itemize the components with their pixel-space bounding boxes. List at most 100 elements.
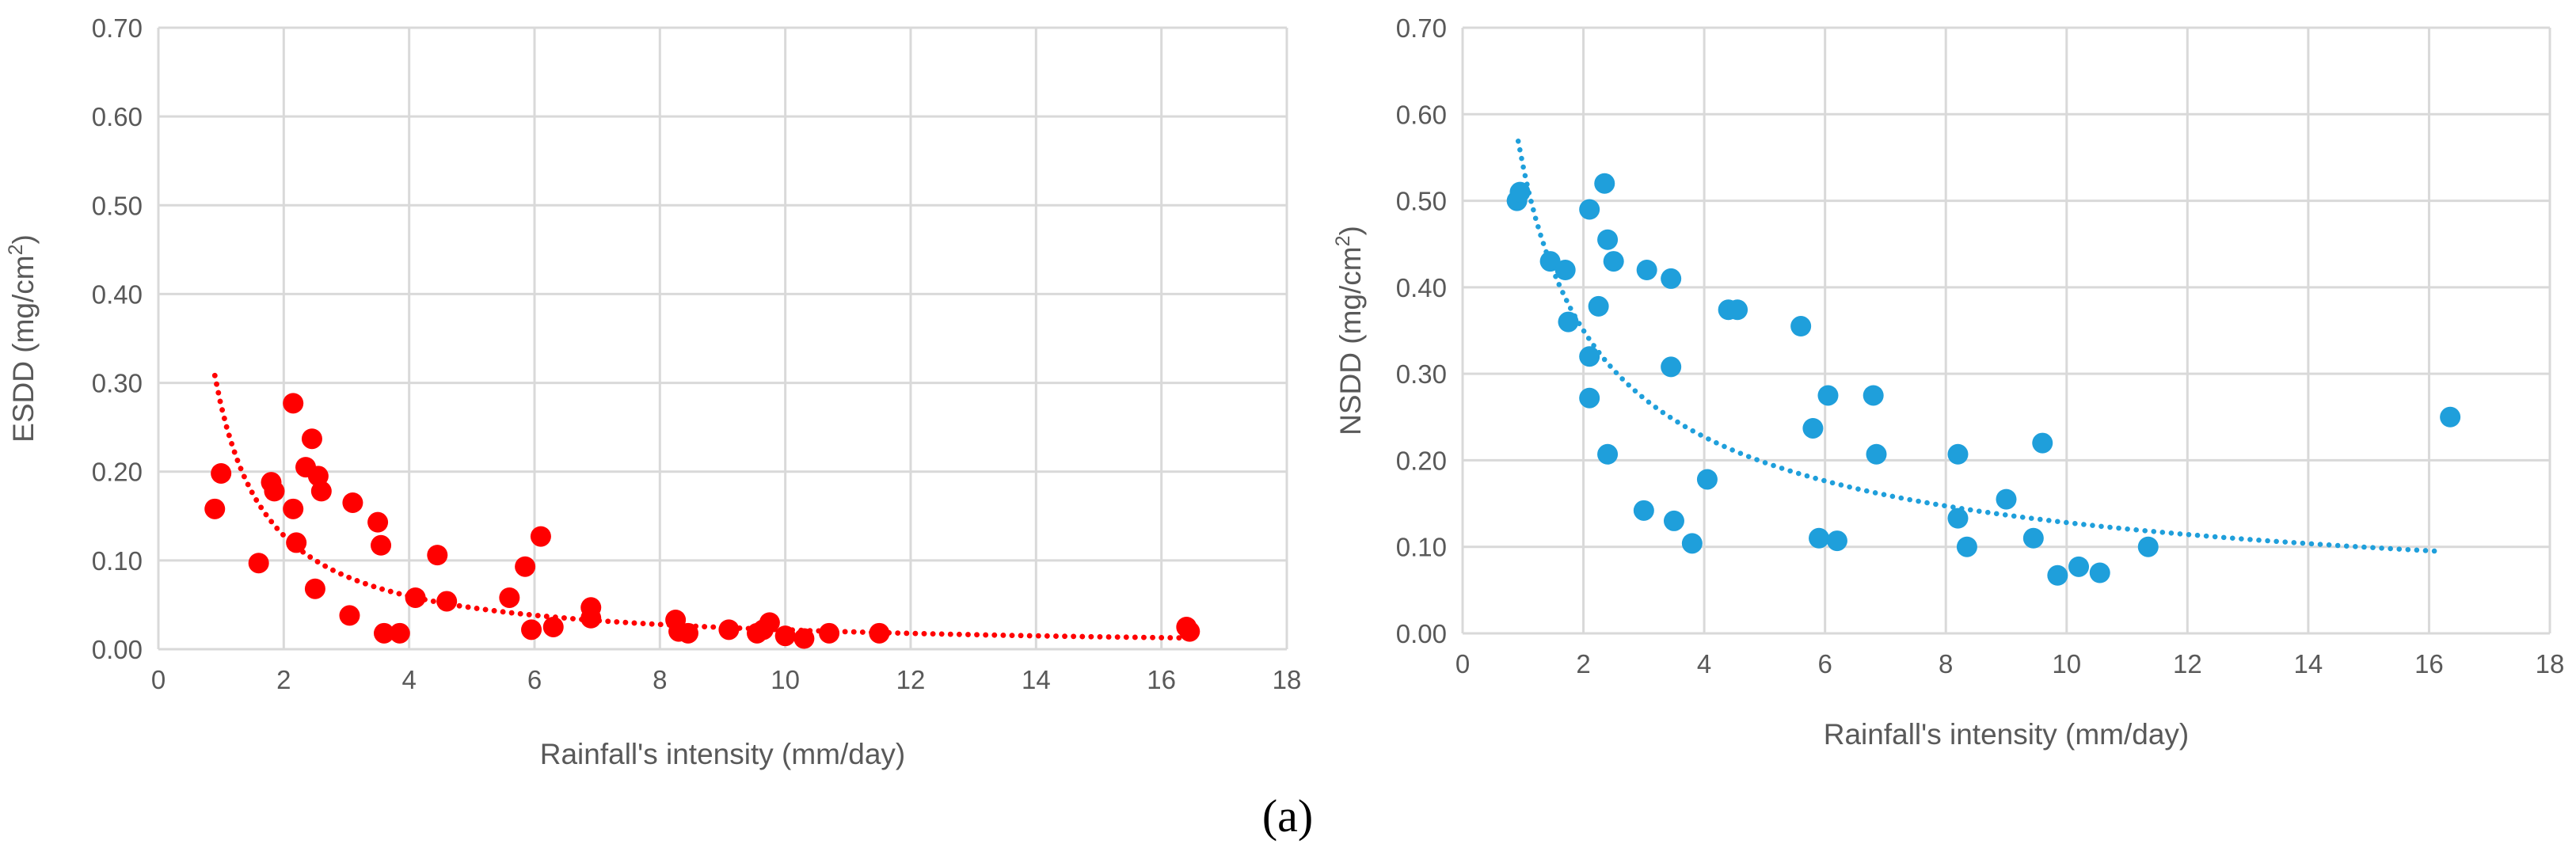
data-point — [1696, 469, 1718, 490]
x-tick-label: 10 — [2052, 649, 2081, 678]
data-point — [2022, 527, 2044, 549]
data-point — [1996, 488, 2017, 510]
data-point — [1802, 417, 1824, 439]
y-tick-label: 0.20 — [92, 458, 143, 487]
data-point — [1603, 251, 1624, 272]
data-point — [2089, 562, 2110, 583]
data-point — [1956, 536, 1977, 557]
x-tick-label: 0 — [151, 665, 166, 694]
data-point — [869, 622, 890, 644]
data-point — [367, 511, 389, 533]
data-point — [1539, 251, 1561, 272]
y-axis-title-text: NSDD (mg/cm — [1334, 246, 1367, 435]
data-point — [286, 532, 307, 553]
y-axis-title-close: ) — [7, 234, 40, 244]
data-point — [580, 607, 602, 629]
data-point — [283, 498, 304, 519]
data-point — [1661, 268, 1682, 289]
y-tick-label: 0.30 — [92, 369, 143, 398]
data-point — [1179, 621, 1200, 642]
y-tick-label: 0.70 — [92, 13, 143, 43]
data-point — [1588, 295, 1609, 317]
x-tick-label: 14 — [2294, 649, 2323, 678]
y-tick-label: 0.00 — [1396, 619, 1447, 648]
data-point — [1597, 229, 1619, 250]
nsdd-chart: 0 2 4 6 8 10 12 14 16 18 0.00 0.10 0.20 0.30 0.40 0.50 0… — [1332, 13, 2564, 751]
y-axis-title-superscript: 2 — [1332, 235, 1354, 246]
data-point — [1663, 510, 1684, 531]
data-point — [2032, 432, 2053, 454]
x-tick-label: 16 — [2414, 649, 2444, 678]
x-tick-label: 4 — [401, 665, 416, 694]
data-point — [677, 622, 698, 644]
y-tick-label: 0.40 — [92, 279, 143, 309]
data-point — [530, 526, 551, 547]
x-tick-label: 12 — [896, 665, 926, 694]
data-point — [374, 622, 394, 644]
x-tick-label: 6 — [527, 665, 542, 694]
y-tick-label: 0.10 — [1396, 533, 1447, 562]
y-axis-title-superscript: 2 — [5, 245, 27, 256]
trendline — [1515, 139, 2444, 554]
data-point — [542, 616, 564, 637]
x-tick-label: 6 — [1817, 649, 1832, 678]
data-point — [301, 428, 322, 450]
y-tick-label: 0.50 — [92, 191, 143, 220]
x-tick-label: 14 — [1022, 665, 1051, 694]
data-point — [1826, 530, 1847, 552]
data-point — [264, 481, 285, 502]
data-point — [1863, 385, 1884, 406]
x-axis-title: Rainfall's intensity (mm/day) — [1824, 718, 2189, 751]
data-point — [1509, 181, 1531, 203]
x-tick-label: 8 — [1939, 649, 1953, 678]
data-point — [1947, 443, 1969, 465]
x-tick-label: 8 — [653, 665, 667, 694]
esdd-chart: 0 2 4 6 8 10 12 14 16 18 0.00 0.10 0.20 0.30 0.40 0.50 0… — [5, 13, 1301, 770]
data-point — [2047, 564, 2068, 586]
data-point — [2137, 536, 2159, 557]
y-axis-title-close: ) — [1334, 226, 1367, 235]
data-point — [405, 587, 426, 608]
data-point — [371, 534, 392, 556]
data-point — [1633, 500, 1654, 521]
data-point — [310, 481, 332, 502]
data-point — [774, 625, 796, 647]
data-point — [1594, 173, 1615, 194]
y-axis-title: ESDD (mg/cm2) — [5, 234, 40, 443]
data-point — [211, 462, 232, 484]
data-point — [1597, 443, 1619, 465]
x-tick-label: 2 — [1576, 649, 1590, 678]
figure-label: (a) — [1262, 790, 1313, 842]
data-point — [1866, 443, 1887, 465]
data-point — [521, 619, 542, 640]
x-tick-label: 16 — [1147, 665, 1176, 694]
data-point — [759, 612, 780, 633]
data-point — [2068, 556, 2090, 577]
y-axis-title: NSDD (mg/cm2) — [1332, 226, 1367, 435]
data-point — [283, 393, 304, 414]
data-point — [339, 605, 360, 626]
x-tick-label: 18 — [2536, 649, 2565, 678]
y-tick-label: 0.70 — [1396, 13, 1447, 43]
data-point — [499, 587, 520, 608]
data-point — [1817, 385, 1839, 406]
x-tick-label: 2 — [276, 665, 291, 694]
data-point — [1636, 260, 1657, 280]
data-point — [718, 619, 740, 640]
y-tick-label: 0.50 — [1396, 187, 1447, 216]
data-point — [1790, 316, 1812, 337]
data-point — [1554, 260, 1576, 280]
y-tick-label: 0.40 — [1396, 273, 1447, 302]
data-point — [342, 492, 363, 513]
y-tick-label: 0.60 — [1396, 100, 1447, 129]
x-tick-label: 10 — [771, 665, 800, 694]
data-point — [436, 591, 458, 612]
y-tick-label: 0.00 — [92, 635, 143, 664]
y-tick-label: 0.10 — [92, 546, 143, 576]
data-point — [1579, 199, 1600, 220]
x-tick-label: 12 — [2173, 649, 2202, 678]
data-point — [1579, 346, 1600, 367]
data-point — [1558, 311, 1579, 333]
data-point — [819, 622, 840, 644]
data-point — [248, 553, 269, 574]
